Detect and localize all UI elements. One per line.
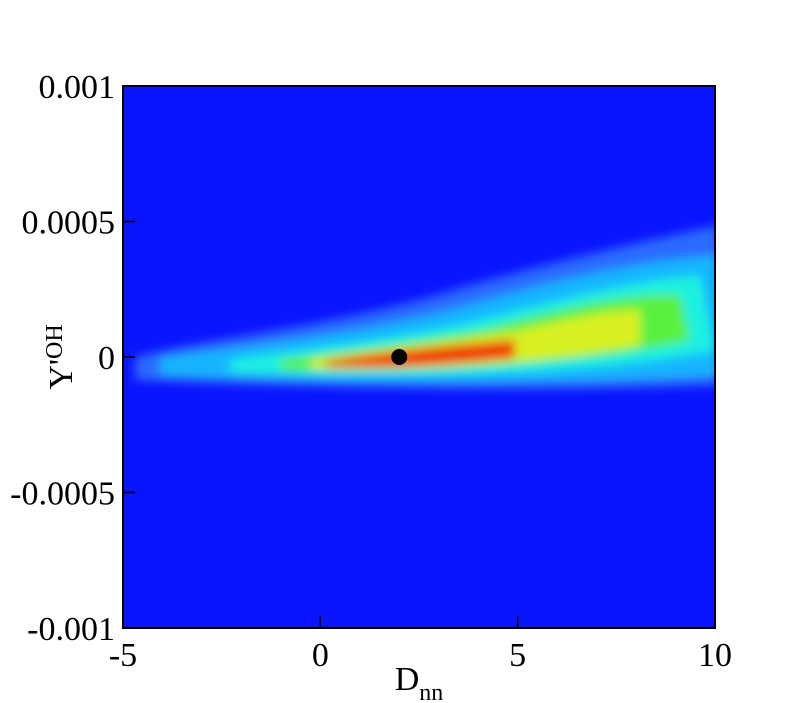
y-tick-label: 0 (98, 340, 115, 377)
x-axis-title-main: D (395, 661, 420, 698)
y-axis-title-sub: OH (42, 324, 68, 359)
y-axis-title: Y'OH (42, 324, 80, 389)
x-tick-label: 5 (509, 637, 526, 674)
y-axis-title-main: Y' (43, 359, 80, 390)
y-tick-label: -0.0005 (10, 476, 115, 513)
marker-point (391, 349, 408, 365)
x-tick-label: 10 (698, 637, 732, 674)
x-axis-title: Dnn (395, 661, 444, 703)
x-tick-label: 0 (312, 637, 329, 674)
y-tick-label: 0.0005 (22, 205, 116, 242)
y-tick-label: -0.001 (27, 611, 115, 648)
x-tick-label: -5 (109, 637, 137, 674)
contour-level (325, 340, 515, 368)
y-tick-label: 0.001 (39, 69, 116, 106)
x-axis-title-sub: nn (419, 680, 443, 703)
density-contours (135, 226, 715, 389)
